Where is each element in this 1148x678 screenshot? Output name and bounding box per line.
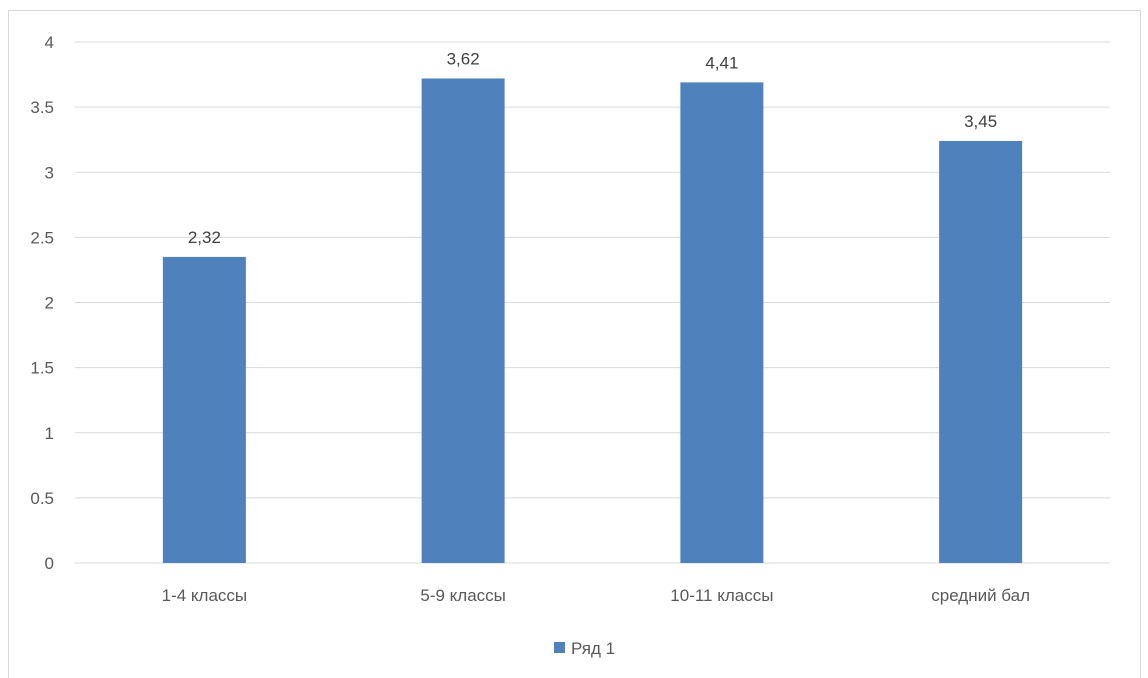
- bar: [680, 82, 764, 563]
- bar: [421, 78, 505, 563]
- legend-swatch: [554, 642, 565, 653]
- x-category-label: 5-9 классы: [420, 586, 506, 605]
- y-tick-label: 0.5: [30, 489, 54, 508]
- bar: [939, 140, 1023, 564]
- y-axis-ticks: 0 0.5 1 1.5 2 2.5 3 3.5 4: [30, 33, 54, 573]
- x-category-label: средний бал: [931, 586, 1030, 605]
- x-axis-categories: 1-4 классы 5-9 классы 10-11 классы средний …: [162, 586, 1030, 605]
- y-tick-label: 2.5: [30, 228, 54, 247]
- y-tick-label: 0: [45, 554, 54, 573]
- legend-label: Ряд 1: [571, 639, 615, 658]
- bar-data-label: 3,62: [447, 49, 480, 68]
- bar: [162, 256, 246, 563]
- y-tick-label: 4: [45, 33, 54, 52]
- gridlines: [75, 41, 1110, 564]
- x-category-label: 10-11 классы: [670, 586, 773, 605]
- y-tick-label: 1: [45, 424, 54, 443]
- y-tick-label: 1.5: [30, 359, 54, 378]
- bar-data-label: 3,45: [964, 112, 997, 131]
- x-category-label: 1-4 классы: [162, 586, 248, 605]
- bar-data-label: 4,41: [705, 53, 738, 72]
- bar-data-label: 2,32: [188, 228, 221, 247]
- y-tick-label: 3.5: [30, 98, 54, 117]
- data-labels: 2,32 3,62 4,41 3,45: [188, 49, 997, 246]
- y-tick-label: 3: [45, 163, 54, 182]
- y-tick-label: 2: [45, 294, 54, 313]
- legend: Ряд 1: [554, 639, 615, 658]
- bars: [162, 78, 1023, 564]
